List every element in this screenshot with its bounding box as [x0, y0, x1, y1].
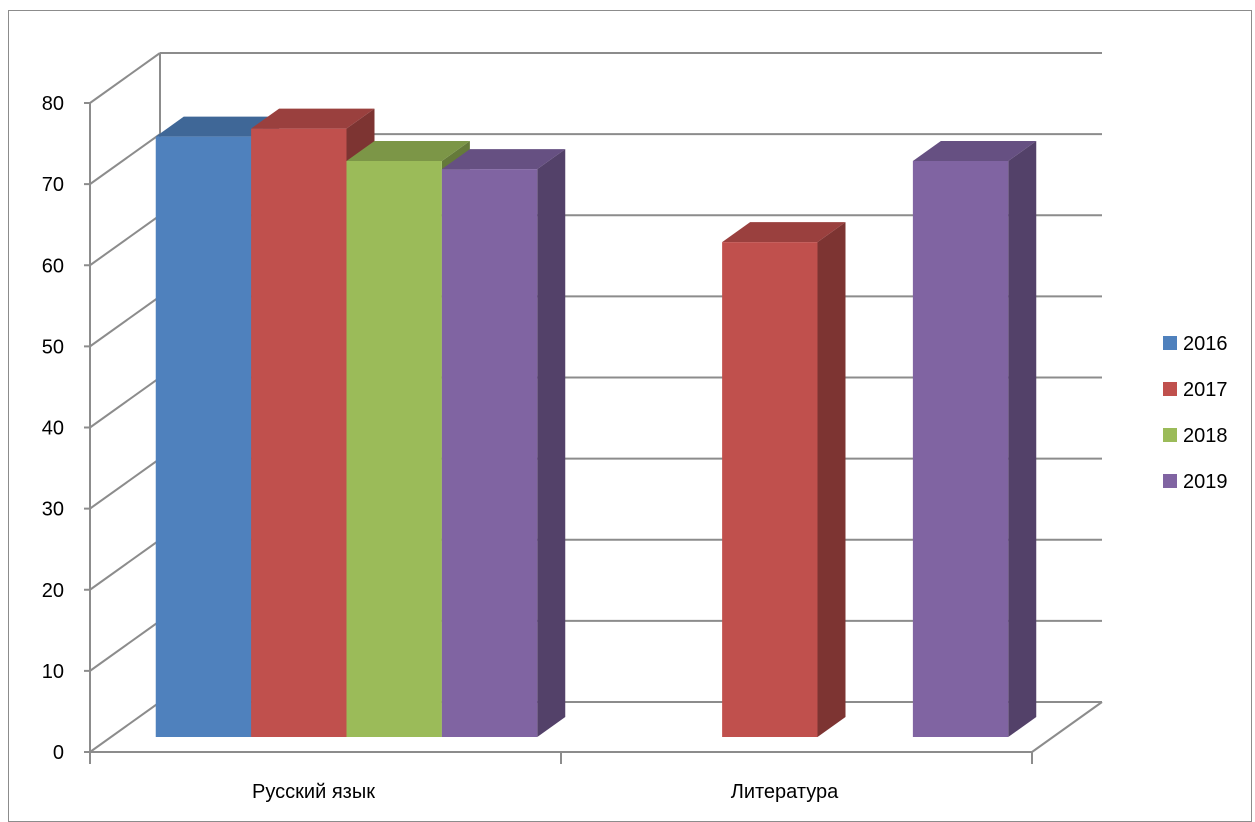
bar-top	[155, 116, 280, 137]
y-tick-label: 80	[42, 93, 64, 115]
bar-top	[722, 222, 846, 243]
legend-swatch	[1163, 382, 1177, 396]
bar-side	[817, 222, 846, 737]
legend-swatch	[1163, 474, 1177, 488]
legend-entry: 2019	[1183, 471, 1228, 493]
bar-top	[346, 141, 470, 162]
y-tick-label: 40	[42, 418, 64, 440]
bar	[441, 169, 538, 737]
bar	[346, 161, 442, 737]
side-wall-gridline	[89, 620, 161, 672]
legend-entry: 2018	[1183, 425, 1228, 447]
bar-side	[537, 149, 566, 737]
bar	[251, 128, 347, 737]
side-wall-gridline	[89, 538, 161, 591]
side-wall-gridline	[89, 701, 161, 753]
y-tick-label: 20	[42, 580, 64, 602]
legend-swatch	[1163, 428, 1177, 442]
y-tick-label: 10	[42, 661, 64, 683]
y-tick-label: 60	[42, 255, 64, 277]
side-wall-gridline	[89, 376, 161, 429]
side-wall-gridline	[89, 457, 161, 510]
bar-top	[251, 108, 375, 129]
side-wall-gridline	[89, 52, 161, 104]
side-wall-gridline	[89, 295, 161, 348]
y-tick-label: 30	[42, 499, 64, 521]
floor-edge	[1031, 701, 1103, 753]
bar	[155, 136, 252, 738]
bar	[912, 161, 1009, 737]
bar-top	[912, 141, 1037, 162]
bar	[722, 242, 818, 737]
y-tick-label: 50	[42, 336, 64, 358]
side-wall-gridline	[89, 133, 161, 185]
legend-swatch	[1163, 336, 1177, 350]
side-wall-gridline	[89, 214, 161, 267]
bar-side	[1008, 141, 1037, 737]
x-tick-label: Русский язык	[252, 781, 375, 803]
x-tick-label: Литература	[731, 781, 839, 803]
y-tick-label: 0	[53, 742, 64, 764]
legend-entry: 2017	[1183, 379, 1228, 401]
bar-top	[441, 149, 566, 170]
y-tick-label: 70	[42, 174, 64, 196]
legend-entry: 2016	[1183, 333, 1228, 355]
